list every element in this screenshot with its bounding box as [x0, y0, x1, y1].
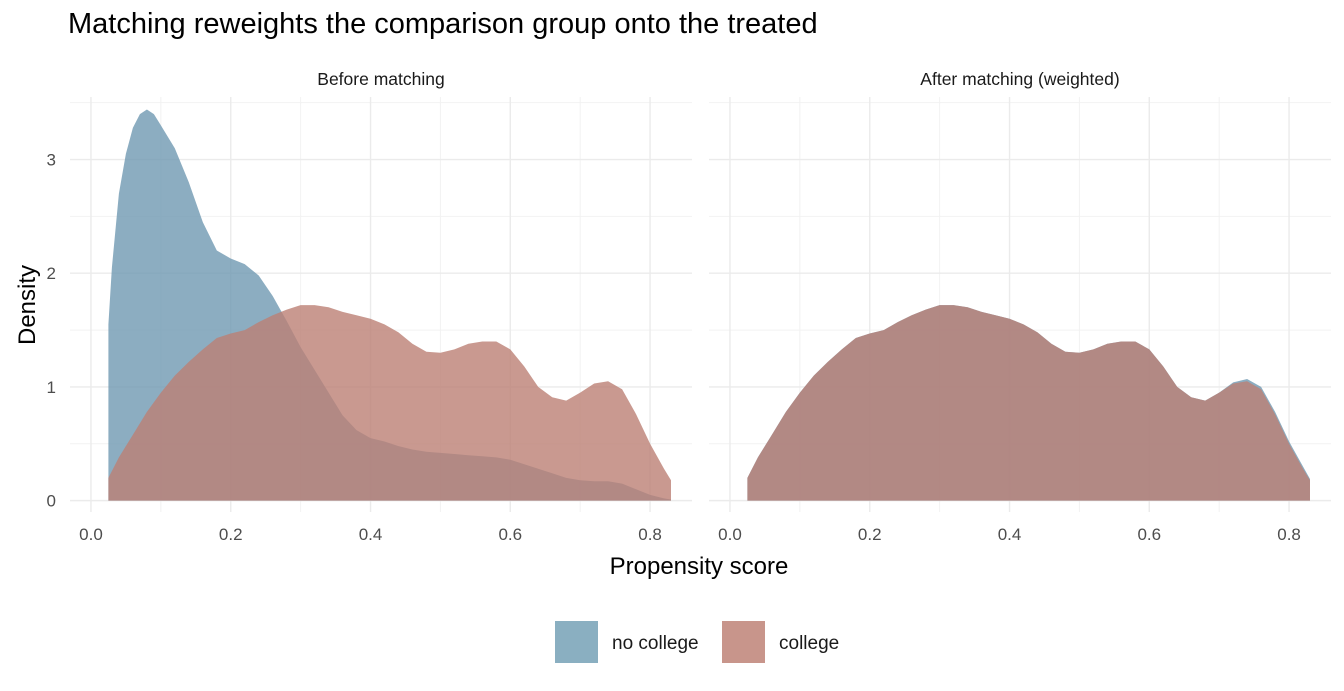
density-area-college	[108, 305, 671, 501]
facet-panels: Before matching 0.0 0.2 0.4 0.6 0.8 0 1 2 3 After …	[47, 69, 1331, 544]
x-tick-label: 0.8	[638, 525, 662, 544]
y-axis-title: Density	[14, 265, 41, 345]
panel-0: Before matching 0.0 0.2 0.4 0.6 0.8 0 1 2 3	[47, 69, 692, 544]
x-tick-label: 0.2	[219, 525, 243, 544]
x-tick-label: 0.0	[718, 525, 742, 544]
x-tick-label: 0.4	[998, 525, 1022, 544]
x-tick-label: 0.4	[359, 525, 383, 544]
legend-key-college	[722, 621, 765, 663]
y-tick-label: 3	[47, 151, 56, 170]
chart-title: Matching reweights the comparison group …	[68, 8, 818, 40]
facet-title: Before matching	[317, 69, 444, 89]
legend-label-no-college: no college	[612, 633, 699, 654]
legend-label-college: college	[779, 633, 839, 654]
x-tick-label: 0.8	[1277, 525, 1301, 544]
density-area-college	[747, 305, 1310, 501]
x-tick-label: 0.6	[498, 525, 522, 544]
legend-key-no-college	[555, 621, 598, 663]
x-axis-title: Propensity score	[610, 553, 789, 580]
y-tick-label: 0	[47, 492, 56, 511]
facet-title: After matching (weighted)	[920, 69, 1119, 89]
legend: no college college	[555, 621, 839, 663]
x-tick-label: 0.0	[79, 525, 103, 544]
panel-1: After matching (weighted) 0.0 0.2 0.4 0.6 0.8	[709, 69, 1331, 544]
y-tick-label: 2	[47, 264, 56, 283]
x-tick-label: 0.6	[1137, 525, 1161, 544]
x-tick-label: 0.2	[858, 525, 882, 544]
y-tick-label: 1	[47, 378, 56, 397]
